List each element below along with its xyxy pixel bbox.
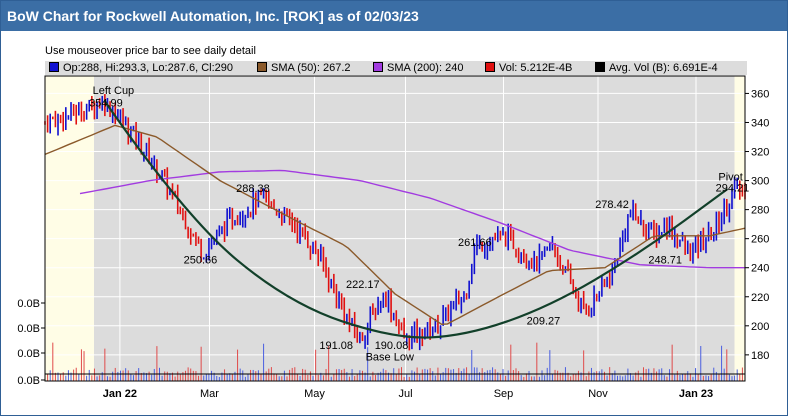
legend-sma50-text: SMA (50): 267.2 <box>271 62 351 74</box>
x-tick-label: Sep <box>494 388 514 400</box>
legend-sma50: SMA (50): 267.2 <box>257 61 351 75</box>
sma50-line <box>44 124 746 326</box>
y-tick-label: 360 <box>751 88 769 100</box>
y-tick-label: 240 <box>751 263 769 275</box>
volume-axis-label: 0.0B <box>17 375 40 387</box>
annotation-label: 354.99 <box>89 98 123 110</box>
pivot-highlight <box>734 76 745 381</box>
x-tick-label: Mar <box>200 388 219 400</box>
annotation-label: Base Low <box>366 352 414 364</box>
annotation-label: 190.08 <box>375 340 409 352</box>
legend-sma200-text: SMA (200): 240 <box>387 62 464 74</box>
y-tick-label: 200 <box>751 321 769 333</box>
x-tick-label: Jul <box>398 388 412 400</box>
annotation-label: 294.21 <box>716 182 750 194</box>
plot-border <box>44 75 746 382</box>
annotation-label: 288.38 <box>236 183 270 195</box>
legend-volume-text: Vol: 5.212E-4B <box>499 62 573 74</box>
y-tick-label: 220 <box>751 292 769 304</box>
volume-swatch <box>485 62 495 72</box>
left-cup-highlight <box>45 76 94 381</box>
legend-ohlc-text: Op:288, Hi:293.3, Lo:287.6, Cl:290 <box>63 62 234 74</box>
volume-axis-label: 0.0B <box>17 348 40 360</box>
legend-avg-volume-text: Avg. Vol (B): 6.691E-4 <box>609 62 718 74</box>
legend-avg-volume: Avg. Vol (B): 6.691E-4 <box>595 61 718 75</box>
legend-sma200: SMA (200): 240 <box>373 61 463 75</box>
x-tick-label: Nov <box>588 388 608 400</box>
volume-axis-label: 0.0B <box>17 298 40 310</box>
x-tick-label: Jan 22 <box>103 388 137 400</box>
cup-curve <box>103 100 729 339</box>
annotation-label: 248.71 <box>648 254 682 266</box>
ohlc-swatch <box>49 62 59 72</box>
volume-axis-label: 0.0B <box>17 323 40 335</box>
x-tick-label: May <box>304 388 325 400</box>
annotation-label: 278.42 <box>595 199 629 211</box>
y-tick-label: 280 <box>751 205 769 217</box>
sma200-swatch <box>373 62 383 72</box>
y-tick-label: 320 <box>751 147 769 159</box>
annotation-label: 250.66 <box>184 254 218 266</box>
avg-volume-swatch <box>595 62 605 72</box>
sma200-line <box>79 169 745 269</box>
annotation-label: 209.27 <box>527 315 561 327</box>
sma50-swatch <box>257 62 267 72</box>
x-tick-label: Jan 23 <box>679 388 713 400</box>
annotation-label: 222.17 <box>346 279 380 291</box>
mouseover-hint: Use mouseover price bar to see daily det… <box>45 45 256 57</box>
annotation-label: 191.08 <box>319 340 353 352</box>
y-tick-label: 260 <box>751 234 769 246</box>
chart-legend: Op:288, Hi:293.3, Lo:287.6, Cl:290 SMA (… <box>45 61 747 75</box>
annotation-label: Left Cup <box>93 85 135 97</box>
y-tick-label: 180 <box>751 350 769 362</box>
chart-title: BoW Chart for Rockwell Automation, Inc. … <box>1 1 787 31</box>
annotation-label: 261.66 <box>458 237 492 249</box>
y-tick-label: 300 <box>751 176 769 188</box>
annotation-label: Pivot <box>718 172 742 184</box>
legend-volume: Vol: 5.212E-4B <box>485 61 572 75</box>
legend-ohlc: Op:288, Hi:293.3, Lo:287.6, Cl:290 <box>49 61 233 75</box>
y-tick-label: 340 <box>751 117 769 129</box>
